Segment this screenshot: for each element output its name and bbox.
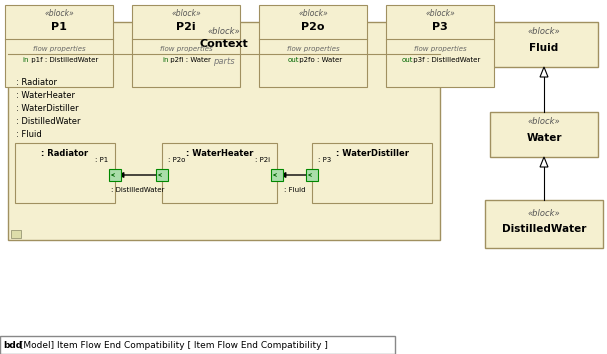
Bar [156,169,168,181]
Text: «block»: «block» [527,28,560,36]
Bar [0,336,395,354]
Text: : Radiator: : Radiator [41,148,89,158]
Text: flow properties: flow properties [160,46,212,52]
Text: [Model] Item Flow End Compatibility [ Item Flow End Compatibility ]: [Model] Item Flow End Compatibility [ It… [17,341,328,349]
Text: flow properties: flow properties [287,46,339,52]
Text: : P2i: : P2i [255,157,270,163]
Text: : Fluid: : Fluid [16,130,42,139]
Text: DistilledWater: DistilledWater [502,224,586,234]
Text: Fluid: Fluid [529,43,558,53]
Bar [109,169,121,181]
Text: in: in [22,57,29,63]
Text: P2i: P2i [176,22,196,32]
Bar [271,169,283,181]
Text: p3f : DistilledWater: p3f : DistilledWater [411,57,481,63]
Bar [490,22,598,67]
Text: : P2o: : P2o [168,157,185,163]
Bar [132,5,240,87]
Text: : WaterDistiller: : WaterDistiller [336,148,409,158]
Bar [259,5,367,87]
Bar [490,112,598,157]
Text: out: out [402,57,413,63]
Bar [8,22,440,240]
Text: : DistilledWater: : DistilledWater [111,187,164,193]
Text: : Fluid: : Fluid [284,187,306,193]
Text: «block»: «block» [527,209,560,217]
Text: : WaterHeater: : WaterHeater [16,91,75,100]
Bar [306,169,318,181]
Bar [162,143,277,203]
Text: : WaterDistiller: : WaterDistiller [16,104,79,113]
Text: out: out [287,57,299,63]
Text: «block»: «block» [298,10,328,18]
Text: : WaterHeater: : WaterHeater [186,148,253,158]
Text: «block»: «block» [208,28,240,36]
Text: : P3: : P3 [318,157,331,163]
Bar [485,200,603,248]
Bar [15,143,115,203]
Text: Context: Context [200,39,248,49]
Text: «block»: «block» [171,10,201,18]
Text: «block»: «block» [425,10,455,18]
Text: Water: Water [526,133,561,143]
Polygon shape [540,67,548,77]
Text: bdd: bdd [3,341,22,349]
Bar [386,5,494,87]
Text: flow properties: flow properties [414,46,466,52]
Text: p1f : DistilledWater: p1f : DistilledWater [29,57,98,63]
Text: flow properties: flow properties [33,46,86,52]
Text: «block»: «block» [527,118,560,126]
Bar [11,230,21,238]
Text: : Radiator: : Radiator [16,78,57,87]
Polygon shape [540,157,548,167]
Text: p2fi : Water: p2fi : Water [168,57,211,63]
Text: p2fo : Water: p2fo : Water [297,57,342,63]
Text: : P1: : P1 [95,157,108,163]
Text: in: in [162,57,169,63]
Text: P1: P1 [51,22,67,32]
Text: : DistilledWater: : DistilledWater [16,117,81,126]
Bar [312,143,432,203]
Text: «block»: «block» [44,10,74,18]
Text: P2o: P2o [301,22,325,32]
Bar [5,5,113,87]
Text: P3: P3 [432,22,448,32]
Text: parts: parts [213,57,235,67]
